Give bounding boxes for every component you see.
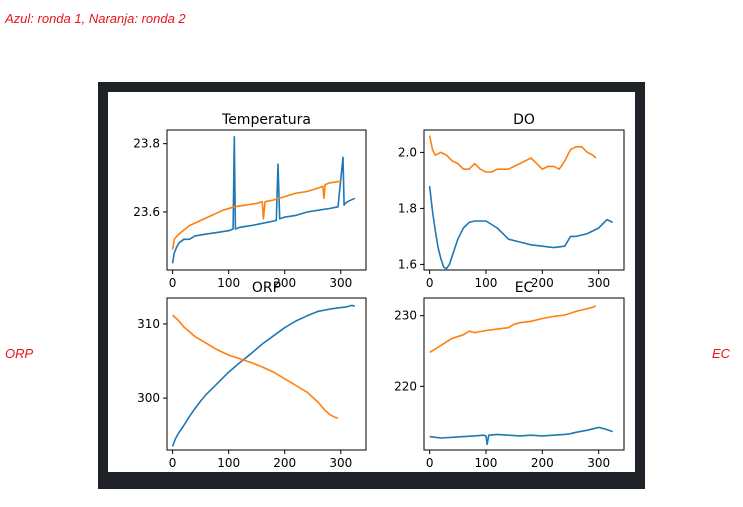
- y-tick-label: 1.6: [398, 257, 417, 271]
- x-tick-label: 0: [426, 456, 434, 470]
- axes-frame: [423, 129, 625, 271]
- x-tick-label: 100: [217, 276, 240, 290]
- series-line-ronda-2: [172, 314, 339, 419]
- x-tick-label: 300: [329, 276, 352, 290]
- y-tick-label: 220: [394, 379, 417, 393]
- y-tick-label: 23.6: [133, 205, 160, 219]
- y-tick-label: 300: [137, 391, 160, 405]
- y-tick-label: 1.8: [398, 201, 417, 215]
- series-line-ronda-1: [429, 426, 613, 446]
- panel-title: EC: [515, 280, 534, 296]
- y-tick-label: 310: [137, 317, 160, 331]
- x-tick-label: 300: [329, 456, 352, 470]
- y-tick-label: 2.0: [398, 145, 417, 159]
- subplot-do: 0 100 200 300 1.6 1.8 2.0 DO: [398, 112, 625, 290]
- panel-title: Temperatura: [221, 112, 311, 128]
- x-tick-label: 200: [531, 276, 554, 290]
- x-tick-label: 100: [475, 276, 498, 290]
- x-tick-label: 300: [587, 276, 610, 290]
- axes-frame: [166, 297, 367, 451]
- x-tick-label: 0: [426, 276, 434, 290]
- x-tick-label: 0: [169, 456, 177, 470]
- panel-title: DO: [513, 112, 535, 128]
- subplot-ec: 0 100 200 300 220 230 EC: [394, 280, 625, 470]
- x-tick-label: 200: [273, 456, 296, 470]
- subplot-temperatura: 0 100 200 300 23.6 23.8 Temperatura: [133, 112, 367, 290]
- axes-frame: [423, 297, 625, 451]
- x-tick-label: 100: [217, 456, 240, 470]
- series-line-ronda-1: [171, 304, 356, 447]
- y-tick-label: 23.8: [133, 137, 160, 151]
- subplot-orp: 0 100 200 300 300 310 ORP: [137, 280, 367, 470]
- ec-side-label: EC: [712, 346, 731, 361]
- figure-canvas: 0 100 200 300 23.6 23.8 Temperatura 0 100 200 300 1…: [108, 92, 635, 472]
- series-line-ronda-2: [429, 305, 597, 354]
- panel-title: ORP: [252, 280, 281, 296]
- series-line-ronda-1: [171, 135, 356, 264]
- figure-screenshot-frame: 0 100 200 300 23.6 23.8 Temperatura 0 100 200 300 1…: [98, 82, 645, 489]
- x-tick-label: 0: [169, 276, 177, 290]
- series-line-ronda-2: [428, 135, 597, 173]
- x-tick-label: 100: [475, 456, 498, 470]
- x-tick-label: 200: [531, 456, 554, 470]
- axes-frame: [166, 129, 367, 271]
- x-tick-label: 300: [587, 456, 610, 470]
- x-tick-label: 200: [273, 276, 296, 290]
- series-line-ronda-1: [428, 185, 614, 270]
- y-tick-label: 230: [394, 309, 417, 323]
- orp-side-label: ORP: [5, 346, 34, 361]
- legend-caption: Azul: ronda 1, Naranja: ronda 2: [5, 11, 186, 26]
- subplots-figure: 0 100 200 300 23.6 23.8 Temperatura 0 100 200 300 1…: [133, 112, 625, 470]
- series-line-ronda-2: [171, 180, 341, 250]
